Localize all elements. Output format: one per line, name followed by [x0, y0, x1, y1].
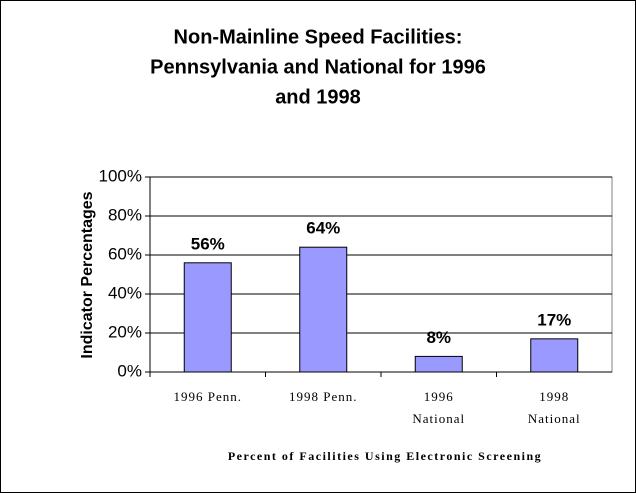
y-tick-label: 60%	[108, 244, 142, 263]
data-label: 64%	[306, 219, 340, 238]
bar	[299, 246, 348, 373]
chart-title: and 1998	[275, 86, 361, 108]
x-tick-label: 1996 Penn.	[173, 389, 242, 404]
y-tick-label: 20%	[108, 322, 142, 341]
chart-title: Non-Mainline Speed Facilities:	[174, 26, 463, 48]
y-tick-label: 100%	[99, 166, 142, 185]
x-tick-label: 1998 National	[527, 389, 581, 426]
y-tick-label: 80%	[108, 205, 142, 224]
data-label: 17%	[537, 310, 571, 329]
y-tick-label: 40%	[108, 283, 142, 302]
bar	[414, 355, 463, 373]
y-tick-label: 0%	[117, 361, 142, 380]
y-axis-label: Indicator Percentages	[79, 191, 96, 358]
bar	[530, 338, 579, 373]
data-label: 56%	[191, 234, 225, 253]
chart-title: Pennsylvania and National for 1996	[150, 56, 486, 78]
x-tick-label: 1996 National	[412, 389, 466, 426]
data-label: 8%	[426, 328, 451, 347]
bar	[183, 262, 232, 373]
x-axis-label: Percent of Facilities Using Electronic S…	[228, 449, 542, 463]
x-tick-label: 1998 Penn.	[289, 389, 358, 404]
